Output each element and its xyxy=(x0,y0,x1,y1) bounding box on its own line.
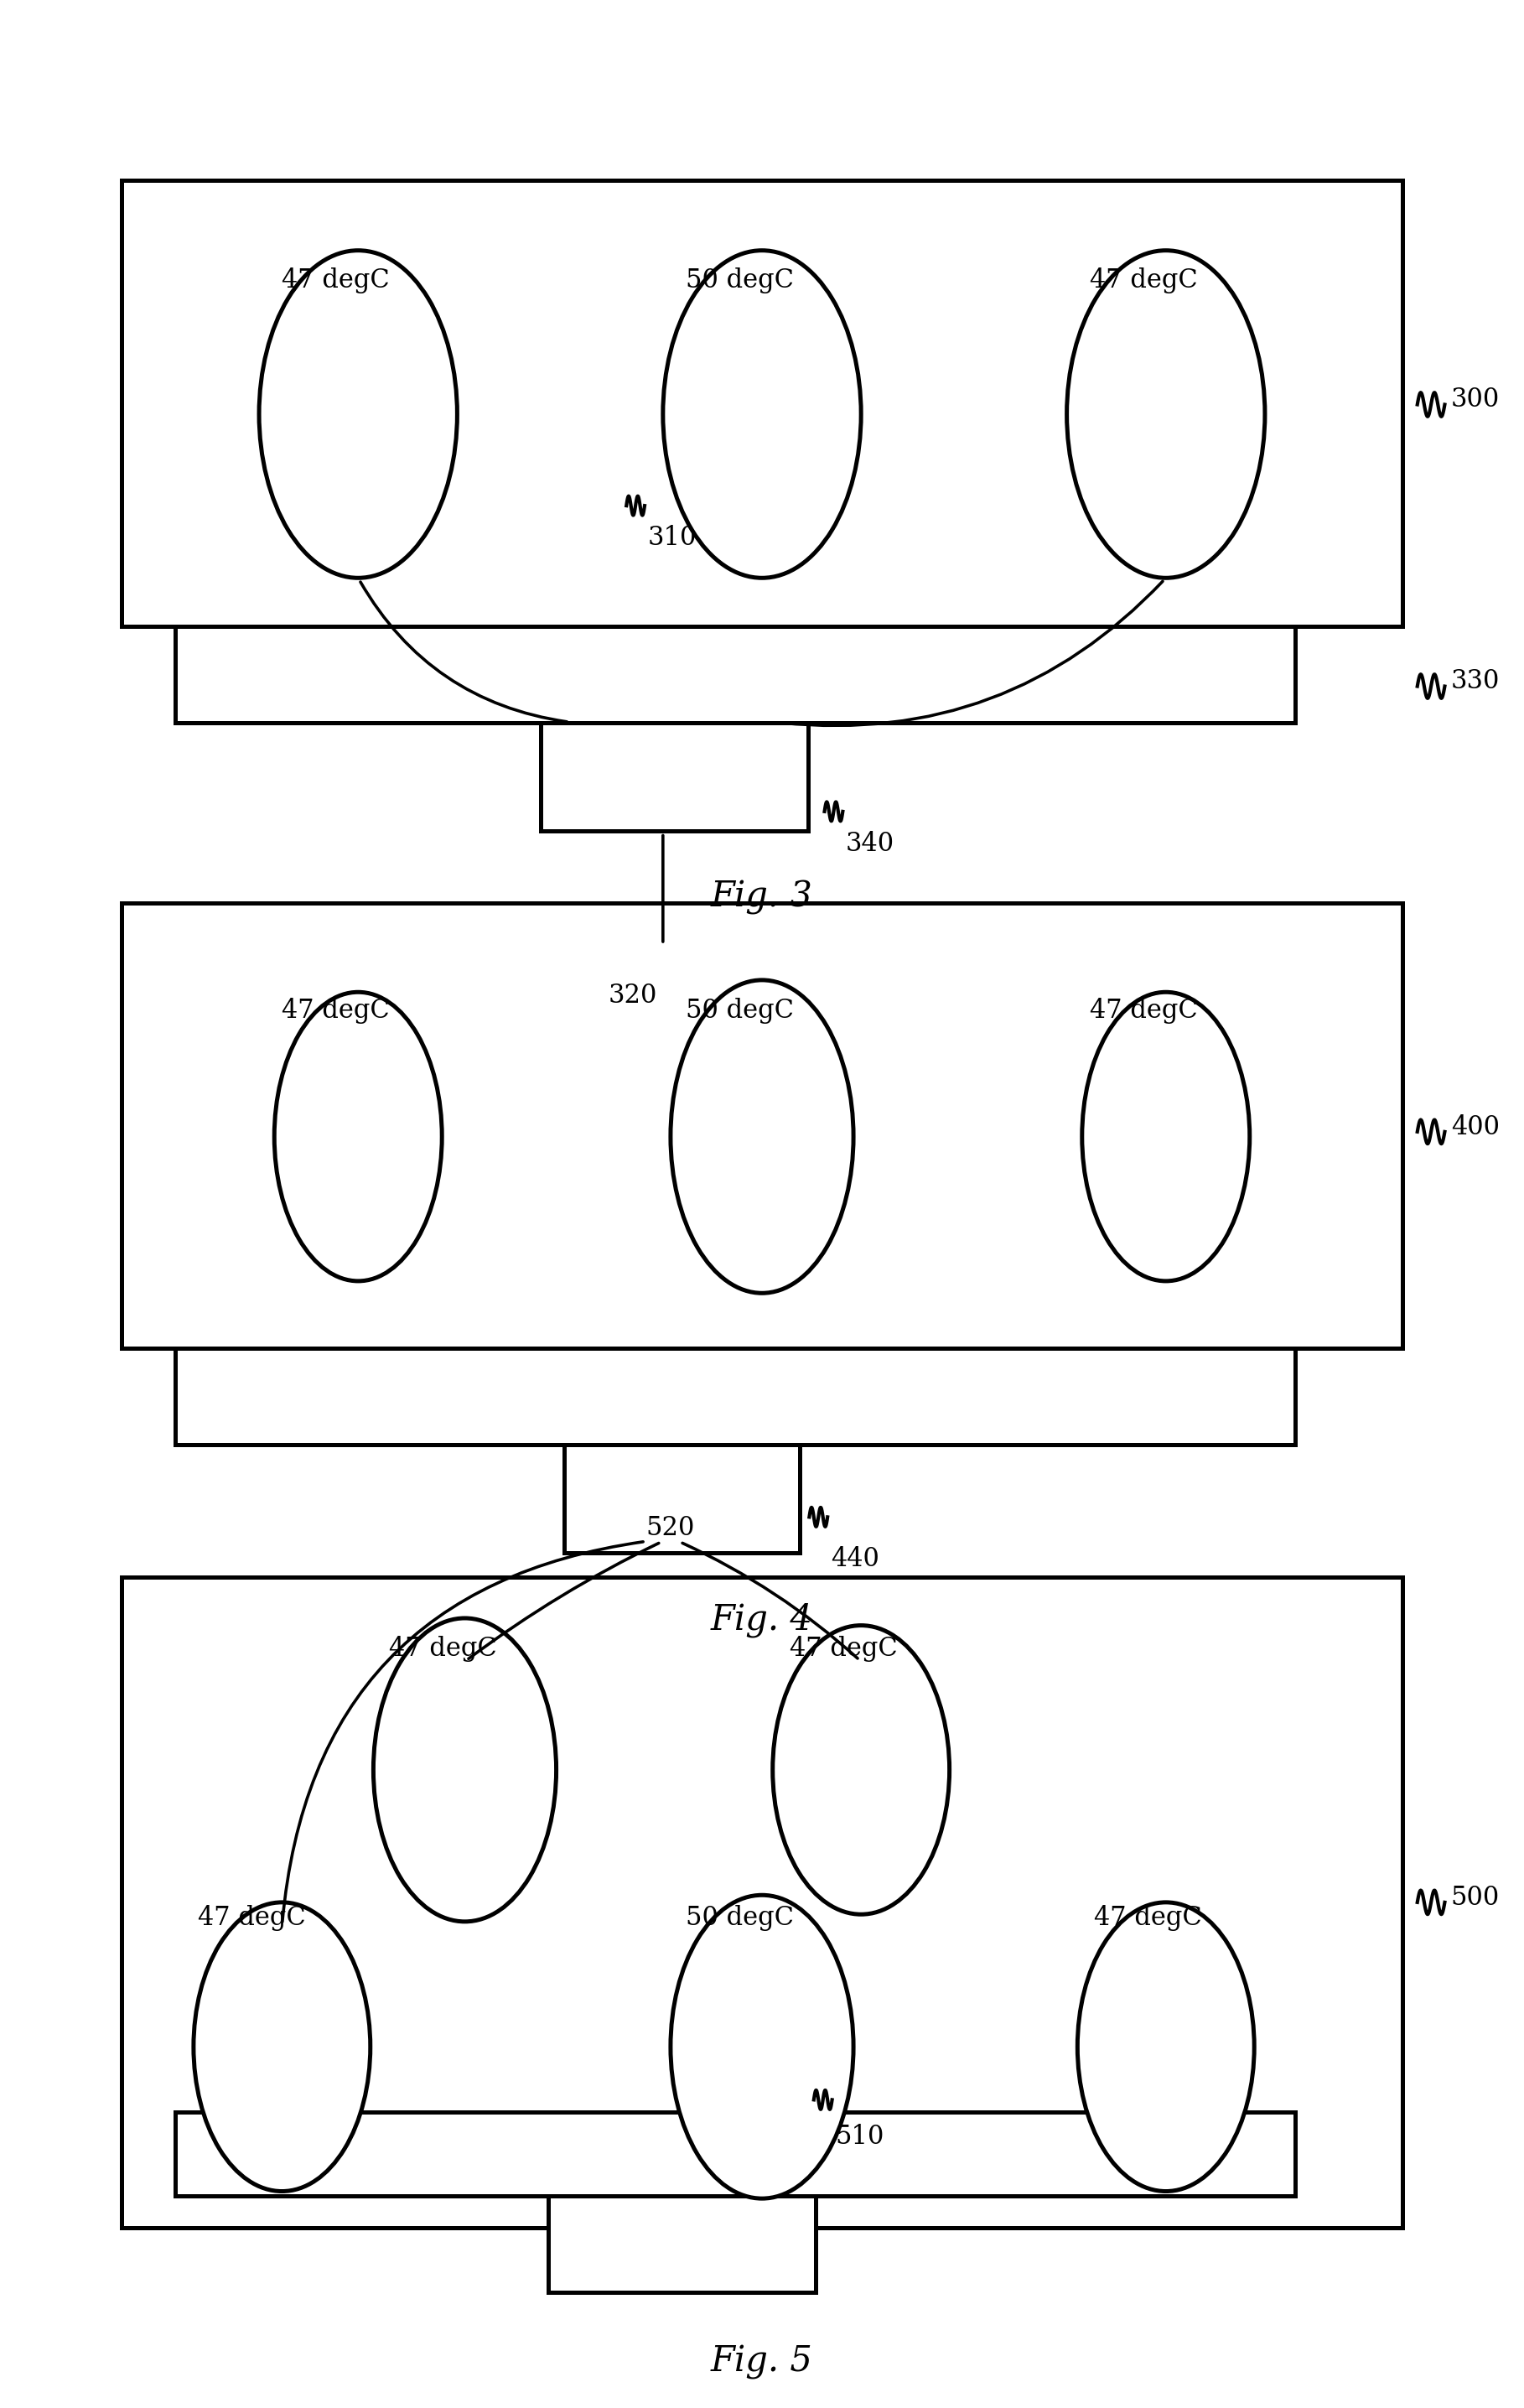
Ellipse shape xyxy=(1067,250,1265,578)
Text: 47 degC: 47 degC xyxy=(1090,997,1198,1023)
Text: 50 degC: 50 degC xyxy=(686,997,794,1023)
Ellipse shape xyxy=(274,992,442,1281)
Text: Fig. 4: Fig. 4 xyxy=(710,1601,814,1637)
Text: 510: 510 xyxy=(835,2124,884,2150)
Ellipse shape xyxy=(259,250,457,578)
Bar xyxy=(175,1348,1295,1445)
Text: 310: 310 xyxy=(648,525,696,551)
Ellipse shape xyxy=(671,1895,853,2199)
Text: 340: 340 xyxy=(846,831,895,857)
Text: 50 degC: 50 degC xyxy=(686,267,794,294)
Bar xyxy=(549,2196,815,2292)
Text: 300: 300 xyxy=(1451,388,1500,412)
Text: 320: 320 xyxy=(608,982,657,1009)
Ellipse shape xyxy=(1082,992,1250,1281)
Bar xyxy=(122,903,1402,1348)
Text: 47 degC: 47 degC xyxy=(1094,1905,1202,1931)
Ellipse shape xyxy=(671,980,853,1293)
Bar xyxy=(122,181,1402,626)
Text: 400: 400 xyxy=(1451,1115,1500,1139)
Text: 47 degC: 47 degC xyxy=(198,1905,306,1931)
Bar xyxy=(564,1445,800,1553)
Text: 47 degC: 47 degC xyxy=(1090,267,1198,294)
Text: Fig. 5: Fig. 5 xyxy=(710,2343,814,2379)
Text: 47 degC: 47 degC xyxy=(282,267,390,294)
Text: 47 degC: 47 degC xyxy=(282,997,390,1023)
Bar xyxy=(175,2112,1295,2196)
Ellipse shape xyxy=(373,1618,556,1922)
Ellipse shape xyxy=(194,1902,370,2191)
Ellipse shape xyxy=(1077,1902,1254,2191)
Text: 440: 440 xyxy=(831,1546,879,1572)
Text: 520: 520 xyxy=(646,1515,695,1541)
Ellipse shape xyxy=(663,250,861,578)
Text: 330: 330 xyxy=(1451,669,1500,694)
Ellipse shape xyxy=(773,1625,949,1914)
Bar xyxy=(122,1577,1402,2227)
Text: 500: 500 xyxy=(1451,1885,1500,1910)
Text: 50 degC: 50 degC xyxy=(686,1905,794,1931)
Bar xyxy=(175,626,1295,722)
Text: Fig. 3: Fig. 3 xyxy=(710,879,814,915)
Text: 47 degC: 47 degC xyxy=(389,1635,497,1662)
Bar xyxy=(541,722,808,831)
Text: 47 degC: 47 degC xyxy=(789,1635,898,1662)
